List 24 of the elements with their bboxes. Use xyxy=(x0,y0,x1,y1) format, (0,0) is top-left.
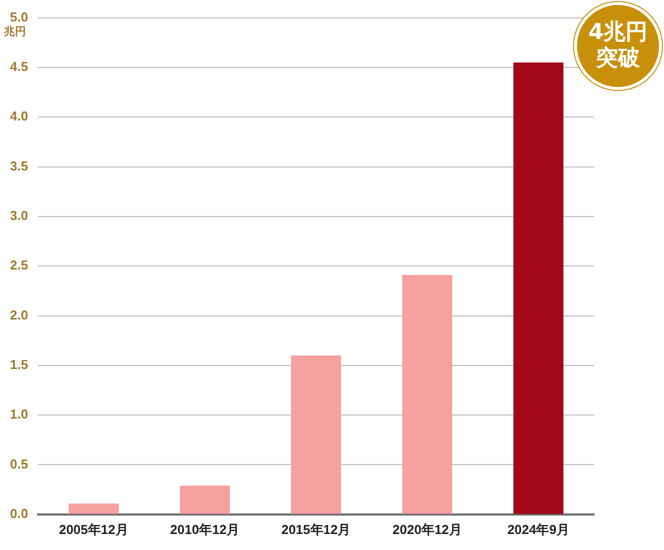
y-tick-label: 5.0 xyxy=(10,9,28,24)
y-tick-label: 2.5 xyxy=(10,258,28,273)
y-tick-label: 3.5 xyxy=(10,158,28,174)
x-tick-label: 2020年12月 xyxy=(392,522,462,537)
y-tick-label: 4.0 xyxy=(10,108,28,124)
y-tick-label: 1.5 xyxy=(10,357,28,372)
x-tick-label: 2010年12月 xyxy=(170,522,240,537)
badge: 4兆円突破 xyxy=(574,2,662,90)
bar xyxy=(291,355,342,514)
y-tick-label: 0.5 xyxy=(10,456,28,472)
bar xyxy=(180,486,230,514)
y-axis-title: 兆円 xyxy=(3,25,26,38)
x-tick-label: 2015年12月 xyxy=(281,522,351,537)
y-tick-label: 2.0 xyxy=(10,307,28,322)
y-tick-label: 1.0 xyxy=(10,406,28,422)
bar xyxy=(513,62,564,514)
bar xyxy=(68,503,119,514)
annotation: 4兆円突破 xyxy=(587,20,649,72)
y-tick-label: 0.0 xyxy=(10,506,28,521)
x-tick-label: 2005年12月 xyxy=(58,522,128,537)
y-tick-label: 4.5 xyxy=(10,59,28,74)
bar xyxy=(402,275,452,514)
y-tick-label: 3.0 xyxy=(10,208,28,224)
x-tick-label: 2024年9月 xyxy=(507,522,570,537)
